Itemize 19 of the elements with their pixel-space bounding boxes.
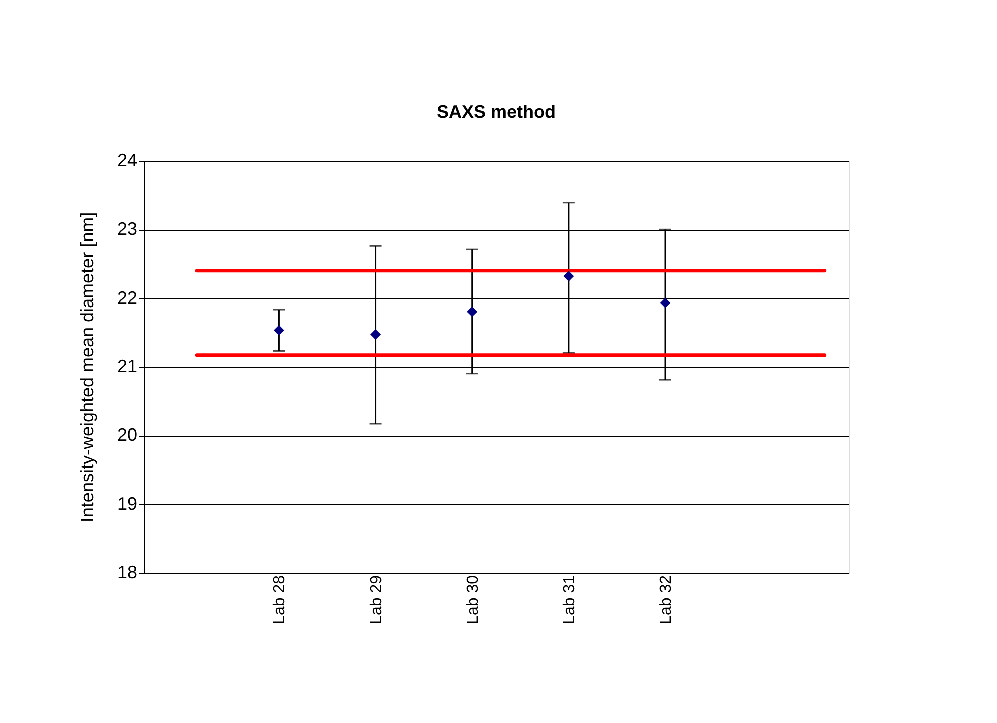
y-tick-label: 18 bbox=[117, 562, 138, 582]
point bbox=[274, 325, 284, 336]
y-tick-label: 19 bbox=[117, 494, 138, 514]
y-tick-label: 24 bbox=[117, 150, 138, 170]
point bbox=[660, 298, 671, 308]
chart-title: SAXS method bbox=[436, 102, 556, 122]
y-tick-label: 21 bbox=[117, 356, 138, 376]
point bbox=[564, 271, 574, 282]
y-tick-label: 23 bbox=[117, 219, 138, 240]
x-tick-label: Lab 31 bbox=[561, 575, 578, 624]
point bbox=[370, 329, 382, 340]
y-tick-label: 22 bbox=[117, 288, 138, 308]
y-tick-label: 20 bbox=[117, 425, 138, 446]
point bbox=[467, 306, 478, 318]
y-axis-title: Intensity-weighted mean diameter [nm] bbox=[77, 212, 98, 523]
x-tick-label: Lab 28 bbox=[272, 575, 289, 624]
x-tick-label: Lab 30 bbox=[464, 575, 482, 624]
x-tick-label: Lab 29 bbox=[368, 575, 386, 624]
x-tick-label: Lab 32 bbox=[658, 575, 676, 624]
